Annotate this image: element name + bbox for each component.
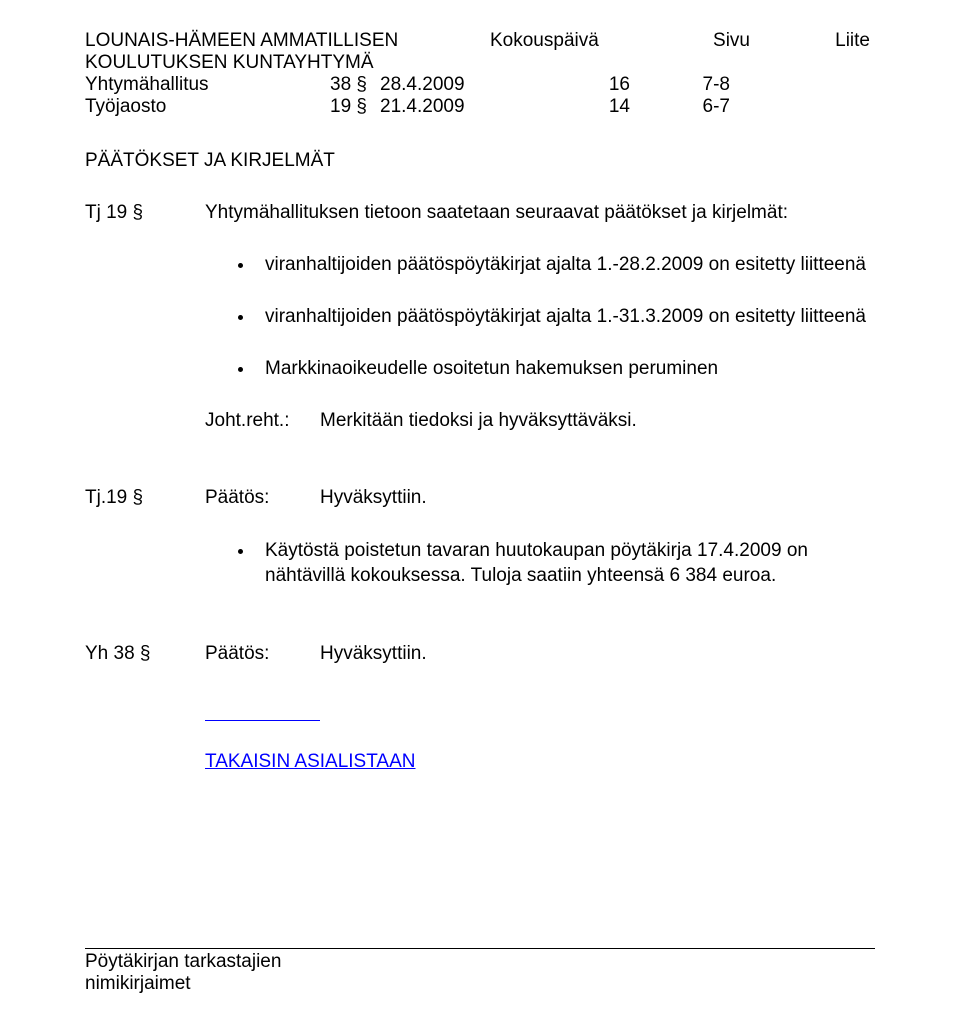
- decision-text: Hyväksyttiin.: [320, 487, 875, 509]
- intro-text: Yhtymähallituksen tietoon saatetaan seur…: [205, 202, 875, 224]
- org-name-line2: KOULUTUKSEN KUNTAYHTYMÄ: [85, 52, 490, 74]
- back-link-block: TAKAISIN ASIALISTAAN: [205, 720, 875, 773]
- meeting-body: Työjaosto: [85, 96, 330, 118]
- meeting-page: 14: [580, 96, 660, 118]
- meeting-date: 21.4.2009: [380, 96, 580, 118]
- header-row-1: LOUNAIS-HÄMEEN AMMATILLISEN Kokouspäivä …: [85, 30, 875, 52]
- decision-sub: Päätös:: [205, 643, 320, 665]
- proposal-row: Joht.reht.: Merkitään tiedoksi ja hyväks…: [205, 410, 875, 432]
- col-header-page: Sivu: [660, 30, 800, 52]
- footer-divider: [85, 948, 875, 949]
- decision-sub: Päätös:: [205, 487, 320, 509]
- org-name-line1: LOUNAIS-HÄMEEN AMMATILLISEN: [85, 30, 490, 52]
- meeting-date: 28.4.2009: [380, 74, 580, 96]
- section-title: PÄÄTÖKSET JA KIRJELMÄT: [85, 150, 875, 172]
- decision-row-2: Yh 38 § Päätös: Hyväksyttiin.: [85, 643, 875, 665]
- decision-row-1: Tj.19 § Päätös: Hyväksyttiin.: [85, 487, 875, 509]
- list-item: viranhaltijoiden päätöspöytäkirjat ajalt…: [255, 254, 875, 276]
- intro-label: Tj 19 §: [85, 202, 205, 224]
- list-item: Markkinaoikeudelle osoitetun hakemuksen …: [255, 358, 875, 380]
- sub-bullet-list: Käytöstä poistetun tavaran huutokaupan p…: [235, 539, 875, 588]
- meeting-row-2: Työjaosto 19 § 21.4.2009 14 6-7: [85, 96, 875, 118]
- meeting-attachment: 7-8: [660, 74, 730, 96]
- col-header-date: Kokouspäivä: [490, 30, 660, 52]
- footer-line2: nimikirjaimet: [85, 973, 875, 995]
- intro-row: Tj 19 § Yhtymähallituksen tietoon saatet…: [85, 202, 875, 224]
- proposal-label: Joht.reht.:: [205, 410, 320, 432]
- bullet-list: viranhaltijoiden päätöspöytäkirjat ajalt…: [235, 254, 875, 380]
- footer-line1: Pöytäkirjan tarkastajien: [85, 951, 875, 973]
- meeting-row-1: Yhtymähallitus 38 § 28.4.2009 16 7-8: [85, 74, 875, 96]
- meeting-body: Yhtymähallitus: [85, 74, 330, 96]
- header-row-2: KOULUTUKSEN KUNTAYHTYMÄ: [85, 52, 875, 74]
- col-header-attachment: Liite: [800, 30, 870, 52]
- decision-text: Hyväksyttiin.: [320, 643, 875, 665]
- meeting-section: 19 §: [330, 96, 380, 118]
- list-item: viranhaltijoiden päätöspöytäkirjat ajalt…: [255, 306, 875, 328]
- meeting-section: 38 §: [330, 74, 380, 96]
- meeting-page: 16: [580, 74, 660, 96]
- proposal-text: Merkitään tiedoksi ja hyväksyttäväksi.: [320, 410, 875, 432]
- underline-placeholder: [205, 720, 320, 721]
- list-item: Käytöstä poistetun tavaran huutokaupan p…: [255, 539, 875, 588]
- decision-label: Tj.19 §: [85, 487, 205, 509]
- footer: Pöytäkirjan tarkastajien nimikirjaimet: [85, 948, 875, 995]
- decision-label: Yh 38 §: [85, 643, 205, 665]
- back-to-agenda-link[interactable]: TAKAISIN ASIALISTAAN: [205, 751, 415, 772]
- document-page: LOUNAIS-HÄMEEN AMMATILLISEN Kokouspäivä …: [0, 0, 960, 1017]
- meeting-attachment: 6-7: [660, 96, 730, 118]
